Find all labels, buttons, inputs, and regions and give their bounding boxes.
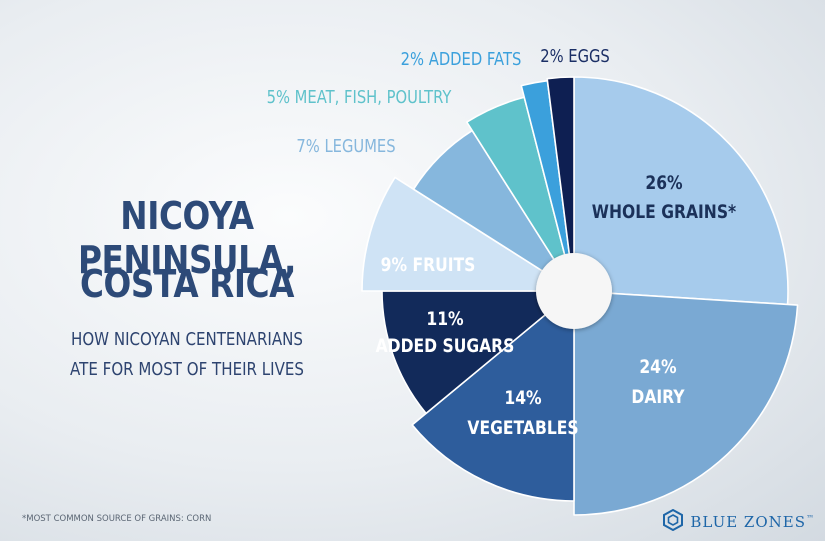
slice-label-name-vegetables: VEGETABLES (467, 418, 578, 440)
trademark-mark: ™ (806, 514, 815, 523)
slice-label-eggs: 2% EGGS (540, 46, 610, 67)
pie-slice-fruits (361, 176, 575, 292)
pie-slice-dairy (573, 290, 799, 516)
slice-label-pct-whole-grains: 26% (645, 173, 682, 195)
slice-label-meat-fish-poultry: 5% MEAT, FISH, POULTRY (267, 87, 453, 108)
slice-label-name-dairy: DAIRY (631, 387, 685, 409)
slice-label-name-whole-grains: WHOLE GRAINS* (592, 202, 736, 224)
slice-label-pct-vegetables: 14% (504, 388, 541, 410)
slice-label-added-fats: 2% ADDED FATS (401, 49, 522, 70)
slice-label-fruits: 9% FRUITS (381, 255, 476, 277)
pie-slice-vegetables (411, 290, 575, 502)
slice-label-name-added-sugars: ADDED SUGARS (376, 336, 515, 358)
page-title-line-2: COSTA RICA (79, 262, 295, 306)
subtitle-line-2: ATE FOR MOST OF THEIR LIVES (70, 360, 304, 380)
slice-label-pct-meat-fish-poultry: 5% (267, 87, 295, 108)
brand-name: BLUE ZONES™ (690, 513, 815, 531)
page-title-line-1: NICOYA PENINSULA, (77, 194, 297, 282)
slice-label-name-meat-fish-poultry: MEAT, FISH, POULTRY (295, 87, 453, 108)
slice-label-name-fruits: FRUITS (412, 255, 475, 277)
slice-label-pct-dairy: 24% (639, 357, 676, 379)
pie-slice-eggs (546, 76, 575, 292)
blue-zones-logo-icon (662, 508, 684, 535)
slice-label-pct-added-sugars: 11% (426, 309, 463, 331)
subtitle-line-1: HOW NICOYAN CENTENARIANS (71, 330, 303, 350)
slice-label-pct-fruits: 9% (381, 255, 413, 277)
brand-logo: BLUE ZONES™ (662, 508, 815, 535)
slice-label-name-eggs: EGGS (568, 46, 610, 67)
pie-center-hole (536, 253, 612, 329)
slice-label-pct-eggs: 2% (540, 46, 568, 67)
slice-label-name-added-fats: ADDED FATS (429, 49, 522, 70)
slice-label-name-legumes: LEGUMES (324, 136, 395, 157)
slice-label-pct-added-fats: 2% (401, 49, 429, 70)
pie-slice-whole-grains (573, 76, 789, 306)
footnote: *MOST COMMON SOURCE OF GRAINS: CORN (22, 514, 212, 524)
slice-label-pct-legumes: 7% (296, 136, 324, 157)
slice-label-legumes: 7% LEGUMES (296, 136, 395, 157)
pie-slice-added-sugars (381, 290, 575, 415)
